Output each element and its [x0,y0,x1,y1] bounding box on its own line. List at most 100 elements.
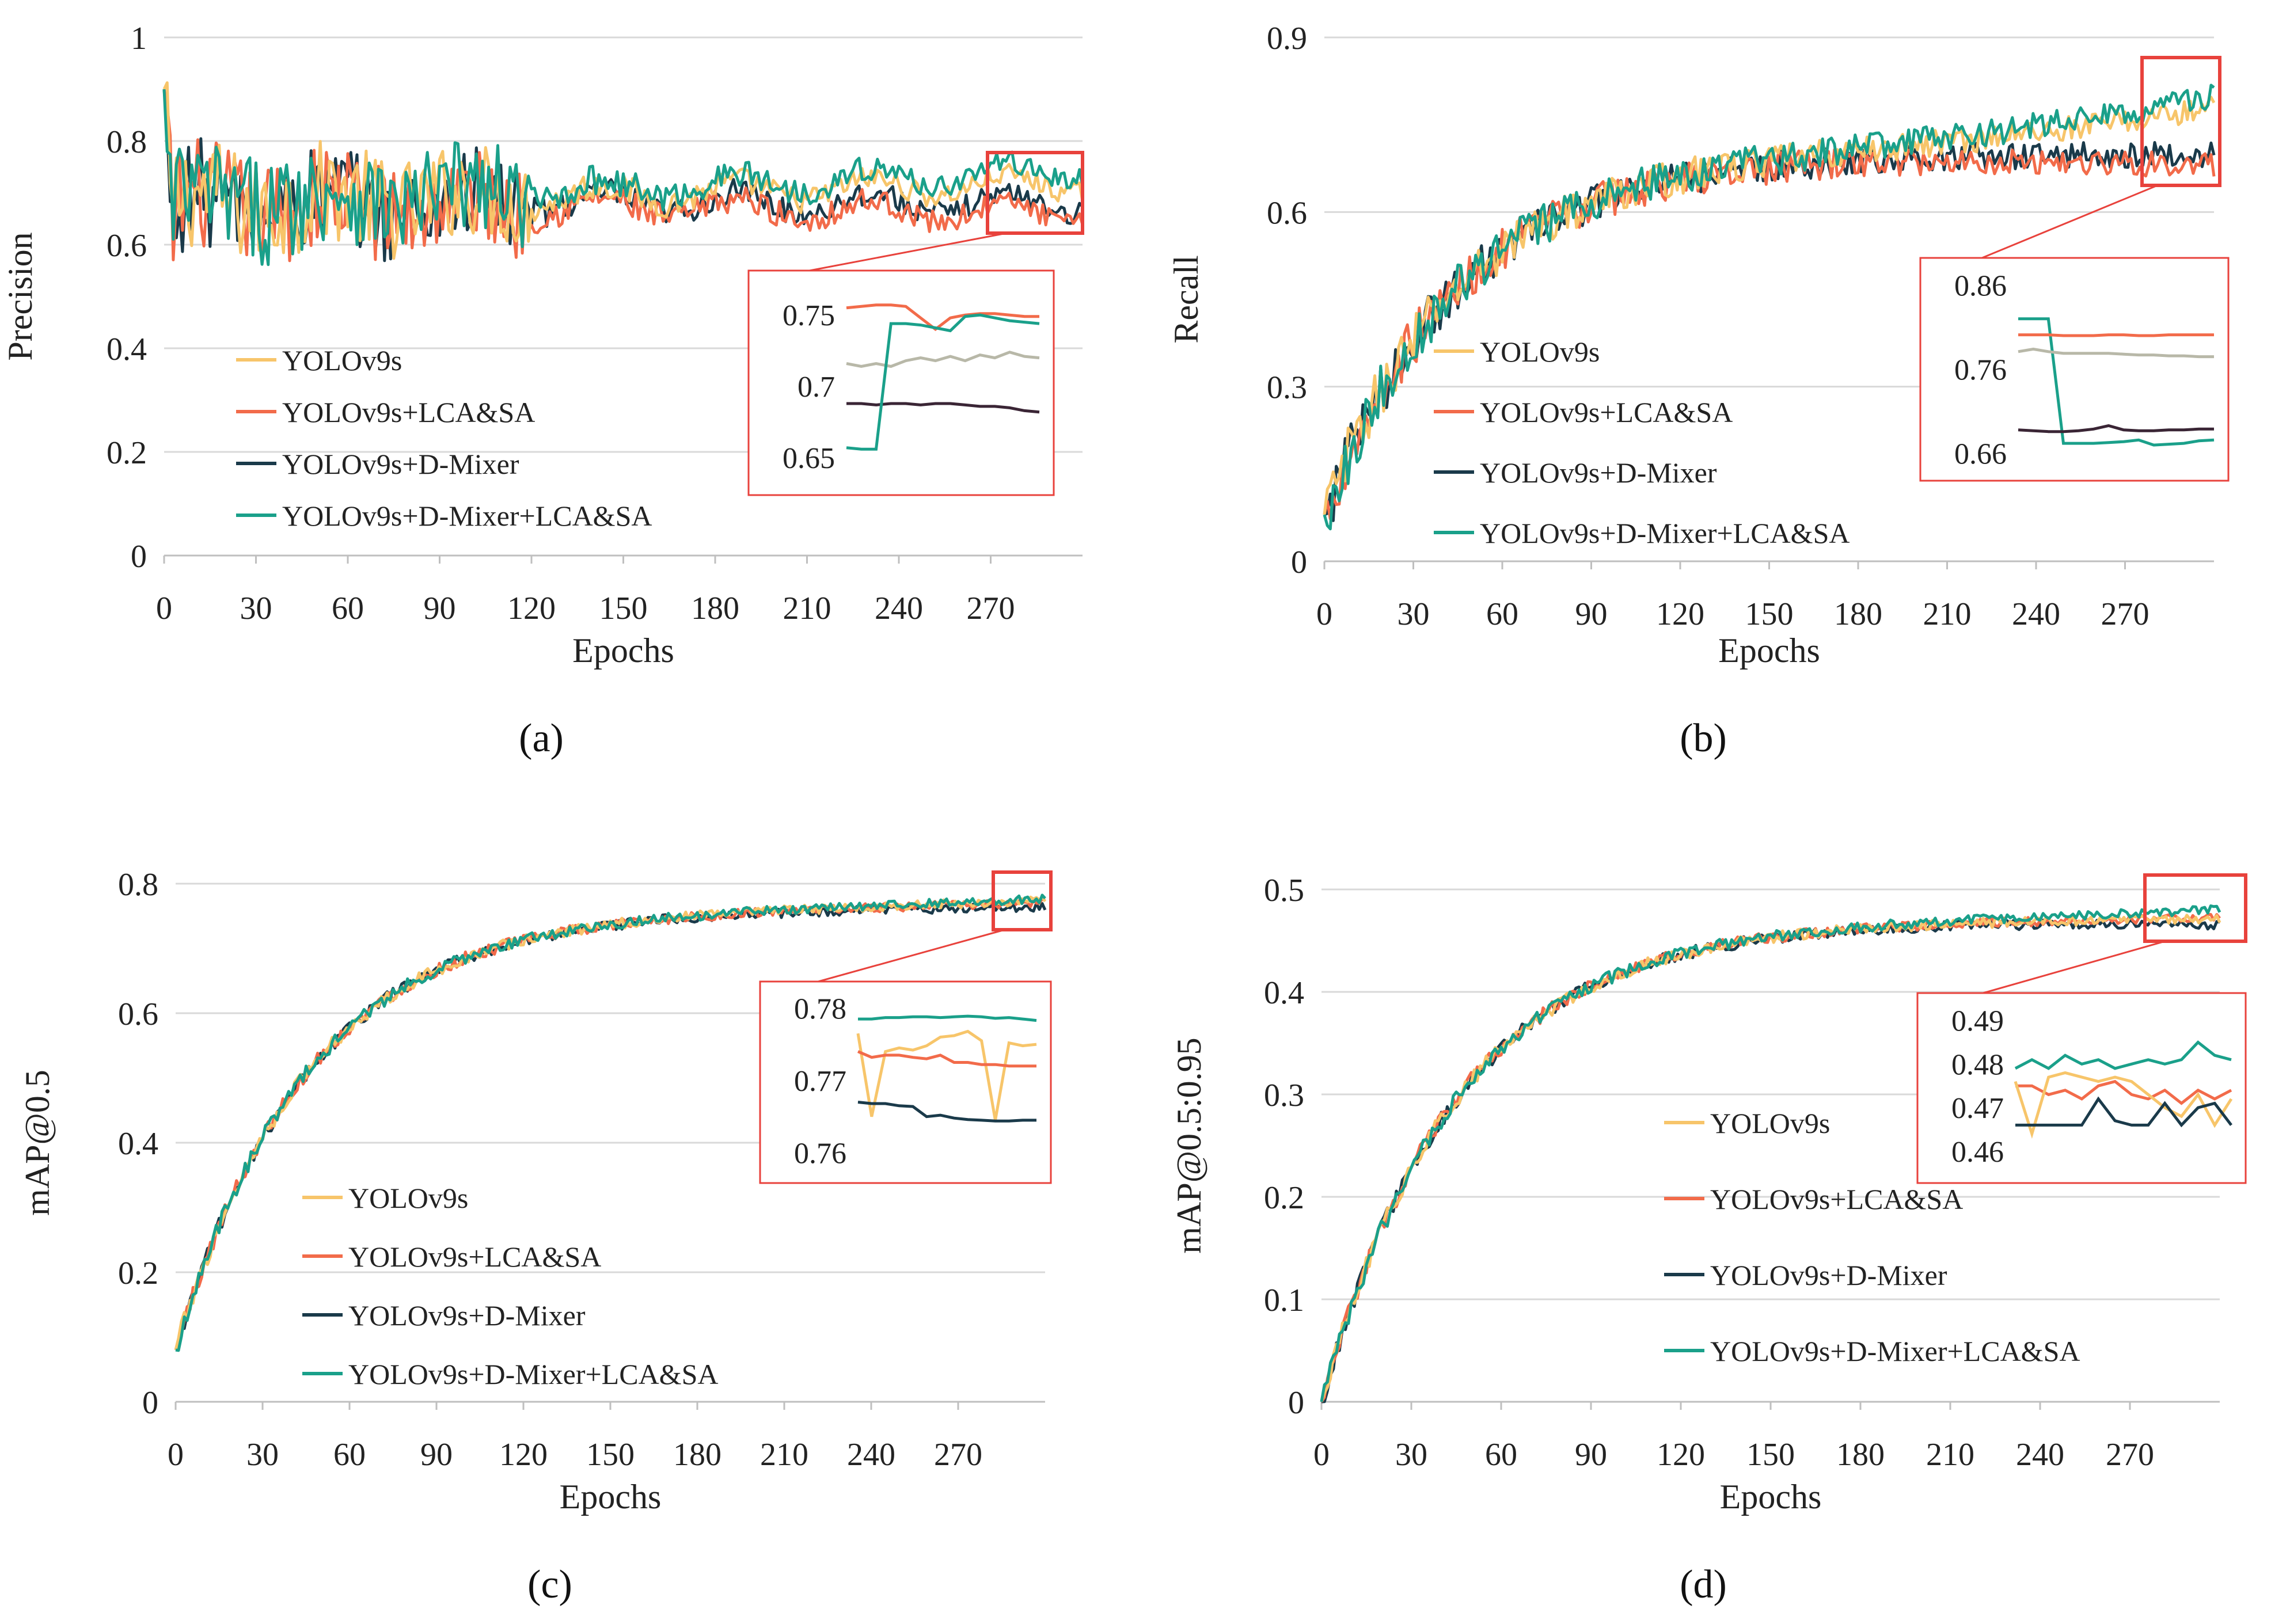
x-tick-label: 120 [507,591,556,626]
zoom-series-line-yolov9s-d-mixer-lca-sa [858,1014,1037,1022]
x-tick-label: 30 [246,1437,279,1473]
zoom-y-tick-label: 0.49 [1951,1005,2004,1038]
y-axis-label: Precision [1,232,39,360]
zoom-series-line-yolov9s-lca-sa [2018,333,2214,337]
x-tick-label: 150 [1746,1437,1795,1473]
x-tick-label: 270 [2106,1437,2154,1473]
zoom-series-line-yolov9s-d-mixer-lca-sa [846,313,1040,451]
x-tick-label: 270 [934,1437,982,1473]
zoom-y-tick-label: 0.46 [1951,1136,2004,1169]
x-tick-label: 30 [240,591,272,626]
x-tick-label: 0 [1316,596,1332,632]
legend-label-yolov9s: YOLOv9s [348,1182,468,1214]
zoom-series-line-yolov9s [846,351,1040,368]
series-line-yolov9s-lca-sa [162,89,1084,263]
panel-a: 0 0.2 0.4 0.6 0.8 1 0 30 60 90 120 150 180 210 240 270 E… [1,21,1084,760]
x-tick-label: 30 [1395,1437,1427,1473]
x-tick-label: 180 [1836,1437,1885,1473]
y-tick-label: 0.4 [107,332,147,367]
x-tick-label: 270 [967,591,1015,626]
x-axis-label: Epochs [1718,632,1820,670]
zoom-inset [747,269,1055,496]
zoom-y-tick-label: 0.77 [794,1065,846,1098]
x-tick-label: 240 [847,1437,895,1473]
y-tick-label: 0 [131,539,147,575]
series-line-yolov9s-d-mixer-lca-sa [1320,904,2221,1402]
y-tick-label: 0.2 [1264,1180,1304,1216]
x-tick-label: 240 [2016,1437,2064,1473]
x-tick-label: 60 [332,591,364,626]
legend-label-yolov9s-d-mixer-lca-sa: YOLOv9s+D-Mixer+LCA&SA [348,1358,718,1390]
zoom-y-tick-label: 0.47 [1951,1092,2004,1125]
y-tick-label: 0.4 [1264,975,1304,1011]
y-axis-label: mAP@0.5:0.95 [1170,1037,1208,1253]
y-tick-label: 0.8 [107,124,147,160]
x-tick-label: 60 [333,1437,366,1473]
x-tick-label: 180 [691,591,739,626]
panel-label-b: (b) [1680,716,1727,760]
x-tick-label: 60 [1486,596,1518,632]
zoom-connector [1981,184,2158,259]
panel-c: 0 0.2 0.4 0.6 0.8 0 30 60 90 120 150 180 210 240 270 Ep… [18,867,1053,1607]
x-tick-label: 150 [1745,596,1794,632]
zoom-region-box [2140,56,2221,187]
legend-label-yolov9s-lca-sa: YOLOv9s+LCA&SA [1480,396,1733,428]
zoom-y-tick-label: 0.75 [783,299,835,332]
legend-label-yolov9s: YOLOv9s [1710,1107,1830,1139]
y-tick-label: 0.6 [107,228,147,264]
y-tick-label: 0 [1291,545,1307,580]
zoom-series-line-yolov9s-lca-sa [846,303,1039,332]
legend-label-yolov9s-d-mixer: YOLOv9s+D-Mixer [348,1299,586,1332]
zoom-y-tick-label: 0.66 [1954,438,2007,471]
x-tick-label: 0 [156,591,172,626]
zoom-y-tick-label: 0.7 [797,371,835,404]
y-tick-label: 0.6 [118,997,158,1032]
zoom-y-tick-label: 0.76 [1954,354,2007,387]
legend-label-yolov9s-d-mixer-lca-sa: YOLOv9s+D-Mixer+LCA&SA [1480,517,1850,549]
x-tick-label: 0 [168,1437,184,1473]
zoom-y-tick-label: 0.65 [783,442,835,475]
x-tick-label: 0 [1313,1437,1330,1473]
zoom-inset [759,980,1052,1184]
series-line-yolov9s-d-mixer-lca-sa [1323,83,2215,531]
charts-root: 0 0.2 0.4 0.6 0.8 1 0 30 60 90 120 150 180 210 240 270 E… [1,21,2247,1607]
x-tick-label: 120 [1656,596,1704,632]
zoom-series-line-yolov9s [2014,1071,2233,1139]
x-tick-label: 90 [424,591,456,626]
y-tick-label: 0.2 [118,1256,158,1291]
zoom-series-line-yolov9s [2018,347,2214,359]
y-axis-label: Recall [1167,255,1205,343]
y-tick-label: 0.2 [107,435,147,471]
x-tick-label: 240 [2012,596,2060,632]
series-line-yolov9s-d-mixer-lca-sa [162,89,1084,267]
x-tick-label: 90 [420,1437,453,1473]
x-tick-label: 90 [1575,596,1608,632]
legend-label-yolov9s-d-mixer: YOLOv9s+D-Mixer [1710,1259,1947,1291]
legend-label-yolov9s-d-mixer: YOLOv9s+D-Mixer [1480,457,1717,489]
x-tick-label: 150 [599,591,648,626]
zoom-region-box [986,151,1084,235]
x-tick-label: 240 [875,591,923,626]
x-tick-label: 30 [1397,596,1430,632]
zoom-connector [1983,940,2166,994]
x-tick-label: 270 [2101,596,2150,632]
y-tick-label: 1 [131,21,147,56]
zoom-series-line-yolov9s-d-mixer [2018,424,2214,433]
zoom-series-line-yolov9s [856,1029,1037,1121]
x-tick-label: 210 [760,1437,808,1473]
zoom-inset [1916,992,2247,1184]
zoom-series-line-yolov9s-d-mixer [2015,1096,2232,1128]
y-tick-label: 0.9 [1267,21,1307,56]
legend-label-yolov9s: YOLOv9s [1480,336,1600,368]
series-line-yolov9s-d-mixer [162,89,1084,263]
panel-d: 0 0.1 0.2 0.3 0.4 0.5 0 30 60 90 120 150 180 210 240 27… [1170,873,2247,1607]
zoom-series-line-yolov9s-lca-sa [857,1050,1036,1068]
panel-label-d: (d) [1680,1562,1727,1607]
zoom-connector [809,232,1007,272]
zoom-series-line-yolov9s-d-mixer-lca-sa [2014,1040,2232,1070]
y-tick-label: 0.6 [1267,195,1307,231]
y-tick-label: 0.8 [118,867,158,903]
x-axis-label: Epochs [560,1478,662,1516]
